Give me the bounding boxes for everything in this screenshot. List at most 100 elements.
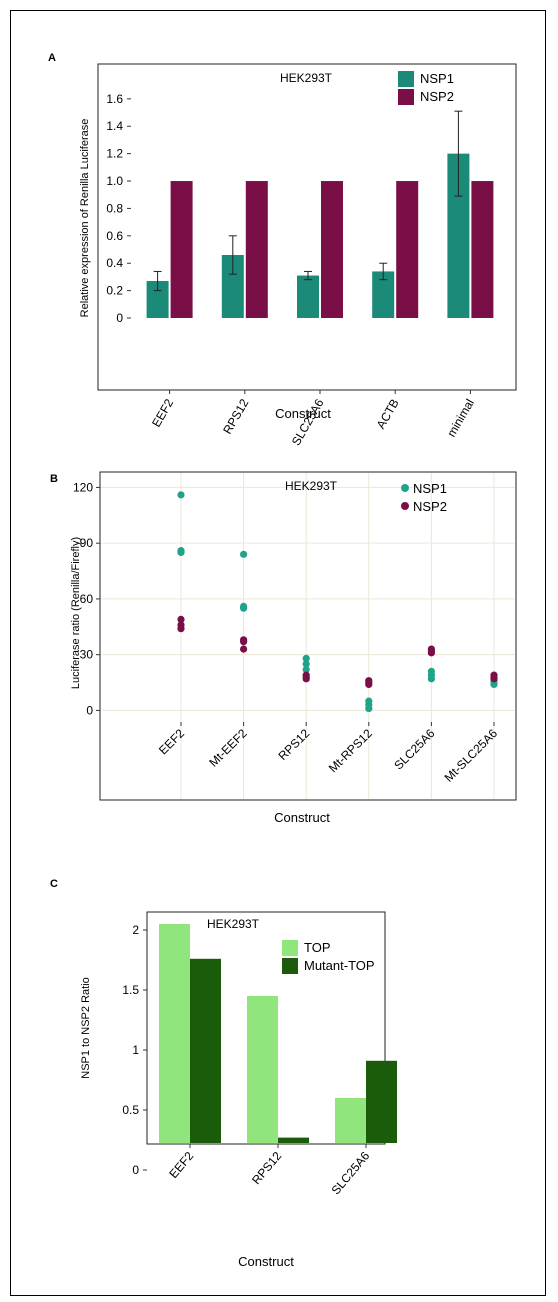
bar-nsp2 — [245, 181, 268, 318]
point-nsp2 — [240, 638, 248, 646]
bar-nsp1 — [297, 275, 319, 318]
y-tick-label: 1.4 — [106, 119, 123, 133]
x-tick-label: EEF2 — [166, 1149, 196, 1181]
panel-c-title: HEK293T — [207, 917, 260, 931]
panel-b-x-label: Construct — [274, 810, 330, 825]
point-nsp1 — [365, 704, 373, 713]
x-tick-label: EEF2 — [149, 396, 176, 429]
bar-top — [247, 996, 278, 1143]
point-nsp1 — [302, 654, 310, 662]
bar-mutant-top — [278, 1137, 309, 1143]
panel-a-plot-area — [97, 63, 517, 391]
y-tick-label: 0.8 — [106, 201, 123, 215]
point-nsp1 — [177, 548, 185, 557]
point-nsp1 — [427, 675, 435, 683]
point-nsp2 — [177, 615, 185, 623]
panel-a-chart: A 00.20.40.60.81.01.21.41.6 EEF2 RPS12 SLC… — [48, 52, 517, 448]
legend-label: Mutant-TOP — [304, 958, 375, 973]
legend-label: NSP2 — [413, 499, 447, 514]
y-tick-label: 2 — [132, 923, 139, 937]
panel-a-legend: NSP1 NSP2 — [398, 71, 454, 105]
bar-top — [335, 1098, 366, 1143]
legend-swatch — [282, 940, 298, 956]
bar-nsp1 — [447, 153, 470, 318]
y-tick-label: 1.5 — [122, 983, 139, 997]
legend-swatch — [398, 71, 414, 87]
point-nsp1 — [302, 665, 310, 674]
y-tick-label: 120 — [73, 480, 93, 494]
bar-nsp1 — [221, 254, 244, 318]
bar-nsp2 — [321, 181, 343, 318]
point-nsp1 — [302, 660, 310, 668]
point-nsp1 — [177, 491, 185, 499]
bar-nsp2 — [170, 181, 193, 318]
bar-nsp1 — [146, 281, 169, 318]
y-tick-label: 60 — [80, 592, 94, 606]
y-tick-label: 1.0 — [106, 174, 123, 188]
panel-c-x-axis: EEF2 RPS12 SLC25A6 — [166, 1144, 373, 1198]
y-tick-label: 1 — [132, 1043, 139, 1057]
legend-label: NSP2 — [420, 89, 454, 104]
bar-nsp2 — [396, 181, 419, 318]
legend-swatch — [398, 89, 414, 105]
y-tick-label: 0 — [132, 1163, 139, 1177]
legend-swatch — [282, 958, 298, 974]
x-tick-label: SLC25A6 — [329, 1149, 373, 1198]
panel-c-y-label: NSP1 to NSP2 Ratio — [80, 977, 92, 1079]
panel-b-legend: NSP1 NSP2 — [401, 481, 447, 514]
x-tick-label: ACTB — [374, 397, 402, 432]
panel-b-y-label: Luciferase ratio (Renilla/Firefly) — [70, 537, 82, 689]
panel-c-x-label: Construct — [238, 1254, 294, 1269]
y-tick-label: 90 — [80, 536, 94, 550]
panel-a-y-axis: 0 0.2 0.4 0.6 0.8 1.0 1.2 1.4 1.6 — [106, 92, 131, 325]
y-tick-label: 0.6 — [106, 229, 123, 243]
panel-a-letter: A — [48, 52, 56, 64]
legend-label: NSP1 — [413, 481, 447, 496]
panel-b-plot-area — [99, 471, 517, 801]
x-tick-label: RPS12 — [249, 1149, 284, 1187]
y-tick-label: 0.4 — [106, 256, 123, 270]
y-tick-label: 0 — [116, 311, 123, 325]
y-tick-label: 0.2 — [106, 284, 123, 298]
panel-c-bars — [159, 924, 397, 1143]
panel-a-y-label: Relative expression of Renilla Luciferas… — [79, 119, 91, 318]
panel-a-bars — [146, 110, 494, 318]
point-nsp2 — [302, 675, 310, 683]
point-nsp1 — [240, 604, 248, 612]
panel-a-title: HEK293T — [280, 71, 333, 85]
point-nsp2 — [427, 649, 435, 657]
bar-mutant-top — [190, 958, 221, 1143]
y-tick-label: 0 — [86, 703, 93, 717]
panel-b-grid — [101, 473, 515, 799]
panel-a-x-label: Construct — [275, 406, 331, 421]
legend-marker — [401, 502, 409, 510]
point-nsp2 — [240, 645, 248, 653]
panel-c-chart: C 0 0.5 1 1.5 2 EEF2 RPS12 SLC25A6 TOP Mutant-T… — [50, 878, 397, 1269]
point-nsp1 — [490, 680, 498, 689]
point-nsp1 — [240, 550, 248, 558]
y-tick-label: 0.5 — [122, 1103, 139, 1117]
point-nsp2 — [490, 675, 498, 683]
y-tick-label: 30 — [80, 648, 94, 662]
panel-b-points — [177, 491, 498, 713]
panel-c-letter: C — [50, 878, 58, 890]
point-nsp2 — [365, 680, 373, 689]
bar-nsp1 — [372, 271, 395, 318]
panel-b-y-axis: 0 30 60 90 120 — [73, 480, 100, 717]
point-nsp2 — [177, 625, 185, 633]
y-tick-label: 1.6 — [106, 92, 123, 106]
bar-nsp2 — [471, 181, 494, 318]
panel-c-legend: TOP Mutant-TOP — [282, 940, 375, 974]
panel-b-letter: B — [50, 473, 58, 485]
legend-label: NSP1 — [420, 71, 454, 86]
legend-marker — [401, 484, 409, 492]
panel-c-y-axis: 0 0.5 1 1.5 2 — [122, 923, 147, 1177]
bar-top — [159, 924, 190, 1143]
panel-b-title: HEK293T — [285, 479, 338, 493]
bar-mutant-top — [366, 1060, 397, 1143]
figure-frame — [10, 10, 546, 1296]
legend-label: TOP — [304, 940, 331, 955]
y-tick-label: 1.2 — [106, 147, 123, 161]
